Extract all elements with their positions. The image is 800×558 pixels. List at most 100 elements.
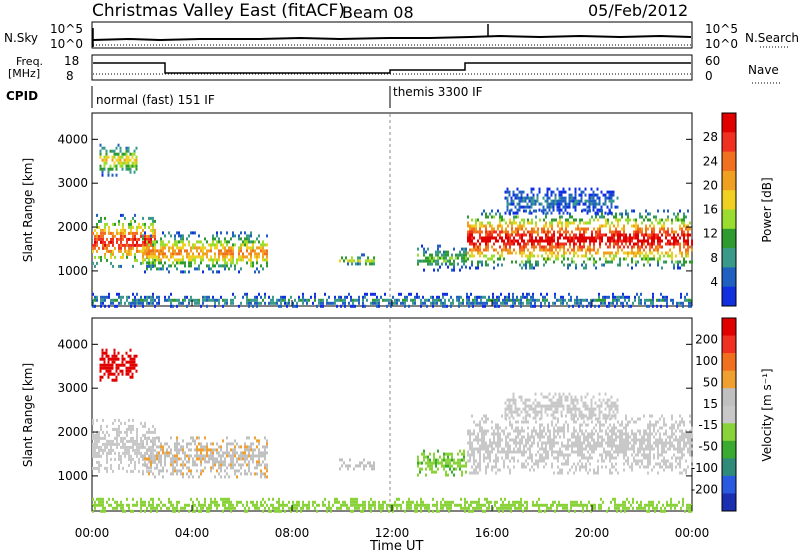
echo-cell [477,246,479,249]
echo-cell [685,445,687,448]
echo-cell [561,209,563,212]
echo-cell [593,194,595,197]
echo-cell [108,226,110,229]
echo-cell [573,197,575,200]
echo-cell [150,229,152,232]
echo-cell [539,427,541,430]
echo-cell [100,446,102,449]
echo-cell [216,258,218,261]
echo-cell [639,228,641,231]
echo-cell [132,425,134,428]
echo-cell [124,431,126,434]
echo-cell [587,439,589,442]
echo-cell [114,443,116,446]
echo-cell [561,261,563,264]
echo-cell [114,437,116,440]
echo-cell [665,231,667,234]
echo-cell [200,457,202,460]
echo-cell [663,433,665,436]
echo-cell [465,471,467,474]
echo-cell [565,200,567,203]
echo-cell [515,399,517,402]
echo-cell [659,442,661,445]
echo-cell [218,258,220,261]
echo-cell [469,231,471,234]
echo-cell [100,305,102,308]
echo-cell [122,156,124,159]
echo-cell [625,210,627,213]
echo-cell [617,243,619,246]
echo-cell [529,457,531,460]
echo-cell [471,472,473,475]
echo-cell [152,249,154,252]
echo-cell [473,457,475,460]
echo-cell [637,249,639,252]
echo-cell [519,439,521,442]
echo-cell [188,460,190,463]
echo-cell [92,250,94,253]
echo-cell [148,246,150,249]
echo-cell [560,299,562,302]
echo-cell [515,421,517,424]
echo-cell [453,474,455,477]
echo-cell [148,255,150,258]
echo-cell [96,214,98,217]
echo-cell [571,222,573,225]
echo-cell [583,203,585,206]
echo-cell [184,249,186,252]
echo-cell [96,250,98,253]
echo-cell [306,302,308,305]
echo-cell [120,238,122,241]
echo-cell [339,467,341,470]
echo-cell [505,457,507,460]
echo-cell [525,210,527,213]
echo-cell [451,471,453,474]
echo-cell [186,445,188,448]
echo-cell [158,302,160,305]
echo-cell [612,296,614,299]
echo-cell [639,240,641,243]
echo-cell [100,296,102,299]
echo-cell [126,238,128,241]
echo-cell [230,448,232,451]
echo-cell [437,450,439,453]
echo-cell [190,454,192,457]
echo-cell [641,445,643,448]
echo-cell [152,449,154,452]
echo-cell [637,451,639,454]
echo-cell [563,445,565,448]
echo-cell [681,436,683,439]
echo-cell [198,436,200,439]
echo-cell [296,305,298,308]
echo-cell [571,194,573,197]
echo-cell [266,475,268,478]
echo-cell [541,255,543,258]
echo-cell [493,442,495,445]
echo-cell [635,264,637,267]
echo-cell [573,200,575,203]
echo-cell [248,258,250,261]
echo-cell [202,296,204,299]
echo-cell [140,244,142,247]
echo-cell [202,454,204,457]
echo-cell [246,234,248,237]
echo-cell [687,442,689,445]
echo-cell [611,472,613,475]
echo-cell [122,361,124,364]
echo-cell [198,299,200,302]
echo-cell [447,462,449,465]
echo-cell [609,237,611,240]
echo-cell [240,258,242,261]
echo-cell [647,427,649,430]
echo-cell [645,448,647,451]
echo-cell [627,433,629,436]
echo-cell [248,469,250,472]
echo-cell [489,213,491,216]
echo-cell [665,424,667,427]
echo-cell [164,234,166,237]
echo-cell [589,209,591,212]
echo-cell [598,299,600,302]
echo-cell [238,249,240,252]
echo-cell [487,264,489,267]
echo-cell [212,299,214,302]
